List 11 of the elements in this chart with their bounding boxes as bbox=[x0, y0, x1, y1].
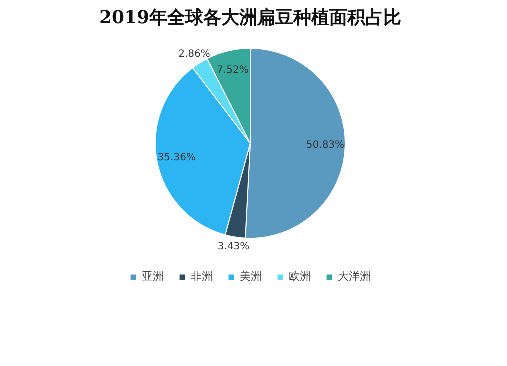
legend-label: 欧洲 bbox=[289, 269, 311, 284]
legend-label: 大洋洲 bbox=[338, 269, 371, 284]
legend-label: 美洲 bbox=[240, 269, 262, 284]
data-label: 50.83% bbox=[306, 140, 345, 151]
chart-title: 2019年全球各大洲扁豆种植面积占比 bbox=[99, 8, 402, 28]
data-label: 7.52% bbox=[217, 65, 249, 76]
data-label: 2.86% bbox=[178, 49, 210, 60]
legend-label: 非洲 bbox=[191, 269, 213, 284]
legend-label: 亚洲 bbox=[142, 269, 164, 284]
data-label: 3.43% bbox=[218, 242, 250, 253]
data-label: 35.36% bbox=[158, 152, 196, 164]
